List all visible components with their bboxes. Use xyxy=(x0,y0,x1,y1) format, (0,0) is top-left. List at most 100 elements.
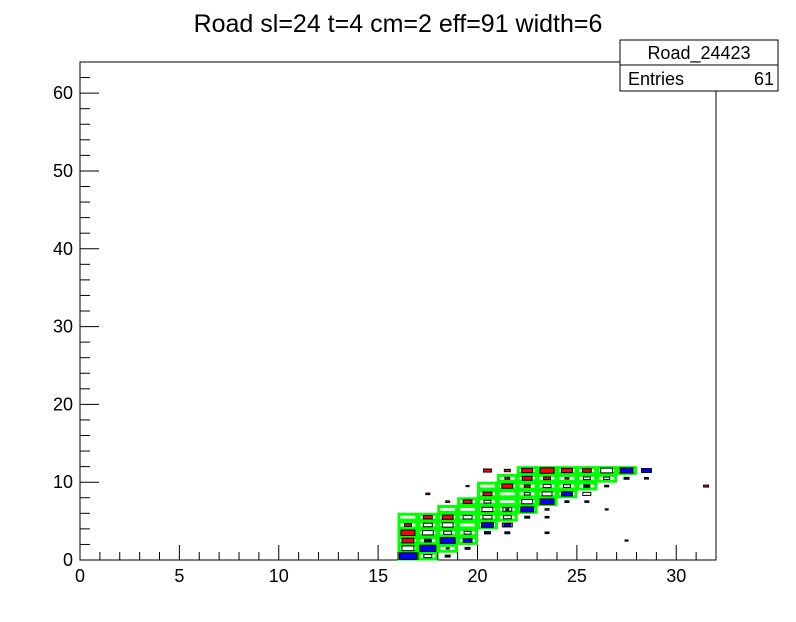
road-cell xyxy=(397,536,419,545)
histogram-box-blue xyxy=(520,506,535,513)
histogram-box-red xyxy=(560,467,573,474)
histogram-box-red xyxy=(482,491,493,497)
histogram-box-red xyxy=(504,476,511,480)
road-cell xyxy=(496,489,518,499)
histogram-box-red xyxy=(501,483,514,489)
y-tick-label: 10 xyxy=(53,472,73,492)
histogram-box-red xyxy=(503,468,511,473)
axes: 0 5 10 15 20 25 30 0 10 20 30 40 50 60 xyxy=(53,61,717,586)
histogram-box-outline xyxy=(521,499,534,505)
road-cell xyxy=(417,528,439,538)
x-tick-label: 15 xyxy=(368,566,388,586)
histogram-box-outline xyxy=(482,514,493,520)
y-tick-label: 20 xyxy=(53,394,73,414)
histogram-box-outline xyxy=(542,484,552,489)
road-cell xyxy=(496,512,518,522)
histogram-box-outline xyxy=(423,554,433,559)
road-cell xyxy=(437,505,459,514)
y-tick-label: 50 xyxy=(53,161,73,181)
histogram-box-outline xyxy=(443,530,453,535)
road-cell xyxy=(516,473,538,483)
histogram-box-blue xyxy=(480,522,494,528)
histogram-box-red xyxy=(465,484,470,488)
histogram-box-outline xyxy=(421,530,434,536)
road-cell xyxy=(397,520,419,530)
road-cell xyxy=(457,536,478,545)
histogram-box-navy xyxy=(464,546,471,550)
histogram-box-red xyxy=(422,514,433,520)
histogram-box-red xyxy=(482,468,492,473)
histogram-box-red xyxy=(523,484,531,488)
histogram-box-red xyxy=(400,529,416,536)
histogram-box-red xyxy=(445,500,451,503)
histogram-box-red xyxy=(581,468,592,473)
histogram-box-navy xyxy=(544,515,550,519)
histogram-box-blue xyxy=(419,544,437,552)
x-tick-label: 10 xyxy=(269,566,289,586)
histogram-box-outline xyxy=(422,522,433,528)
histogram-box-outline xyxy=(441,522,454,528)
histogram-box-blue xyxy=(505,508,510,511)
road-cell xyxy=(556,489,578,499)
stats-entries-value: 61 xyxy=(754,69,774,89)
road-cell xyxy=(516,489,538,499)
histogram-box-outline xyxy=(502,515,512,520)
histogram-box-red xyxy=(543,476,552,481)
road-cell xyxy=(477,505,498,514)
histogram-box-blue xyxy=(640,468,652,473)
road-cell xyxy=(496,473,518,483)
histogram-box-red xyxy=(544,508,550,511)
histogram-box-outline xyxy=(445,547,450,550)
road-cell xyxy=(556,466,578,475)
road-cell xyxy=(496,481,518,491)
road-cell xyxy=(556,481,578,491)
road-cell xyxy=(536,473,558,483)
road-cell xyxy=(477,489,498,499)
road-cell xyxy=(536,481,558,491)
road-cell xyxy=(576,481,598,491)
histogram-box-navy xyxy=(524,515,531,519)
histogram-box-blue xyxy=(584,484,590,488)
road-cell xyxy=(536,489,558,499)
histogram-box-outline xyxy=(481,506,494,513)
x-tick-label: 5 xyxy=(174,566,184,586)
y-tick-label: 30 xyxy=(53,317,73,337)
x-tick-label: 0 xyxy=(75,566,85,586)
road-cell xyxy=(477,497,498,507)
road-cell xyxy=(437,512,459,522)
histogram-box-red xyxy=(425,492,431,496)
histogram-box-navy xyxy=(584,500,590,503)
histogram-box-navy xyxy=(643,477,649,480)
histogram-boxes xyxy=(398,467,710,560)
road-cell xyxy=(596,473,618,483)
histogram-box-navy xyxy=(423,538,432,543)
x-tick-label: 30 xyxy=(666,566,686,586)
road-cell xyxy=(596,466,618,475)
histogram-box-outline xyxy=(582,491,592,496)
road-cell xyxy=(496,505,518,514)
road-cell xyxy=(397,543,419,553)
histogram-box-navy xyxy=(444,554,451,558)
road-cell xyxy=(437,528,459,538)
histogram-box-outline xyxy=(603,476,611,480)
histogram-box-red xyxy=(521,475,533,481)
histogram-box-red xyxy=(521,467,534,474)
road-cell xyxy=(457,505,478,514)
histogram-box-blue xyxy=(604,508,609,511)
road-cell xyxy=(496,497,518,507)
road-cell xyxy=(516,481,538,491)
histogram-box-blue xyxy=(439,537,456,544)
road-cell xyxy=(516,466,538,475)
road-cell xyxy=(457,528,478,538)
histogram-box-outline xyxy=(483,499,492,504)
road-cell xyxy=(457,520,478,530)
road-cell xyxy=(516,497,538,507)
histogram-box-navy xyxy=(623,476,630,480)
histogram-box-red xyxy=(539,467,555,474)
road-cell xyxy=(437,543,459,553)
histogram-box-blue xyxy=(619,467,634,474)
road-cell xyxy=(417,512,439,522)
histogram-box-red xyxy=(401,537,415,544)
x-tick-label: 20 xyxy=(467,566,487,586)
histogram-box-outline xyxy=(582,476,591,481)
